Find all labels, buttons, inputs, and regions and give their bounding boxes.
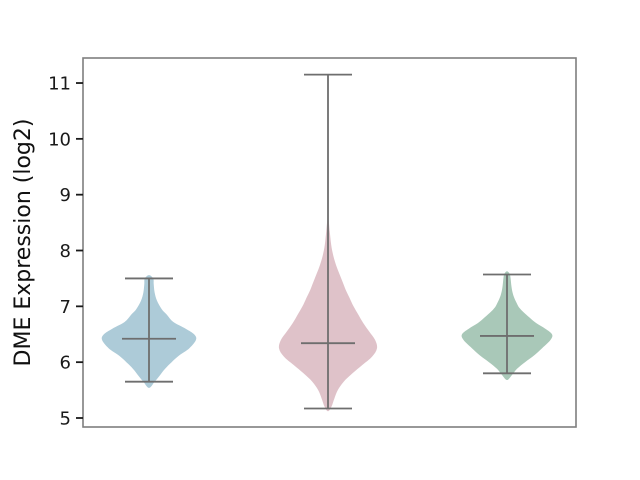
whiskers-and-medians-layer xyxy=(122,73,534,410)
y-axis-ticks: 5 6 7 8 9 10 11 xyxy=(48,74,83,430)
y-tick-label: 6 xyxy=(60,353,71,374)
y-tick-label: 10 xyxy=(48,129,71,150)
violin-left-inner-lines xyxy=(122,277,176,383)
y-tick-label: 7 xyxy=(60,297,71,318)
y-axis-label: DME Expression (log2) xyxy=(11,119,36,367)
y-tick-label: 8 xyxy=(60,241,71,262)
y-tick-label: 5 xyxy=(60,409,71,430)
violin-right-inner-lines xyxy=(480,273,534,375)
violin-center-inner-lines xyxy=(301,73,355,410)
y-tick-label: 9 xyxy=(60,185,71,206)
y-tick-label: 11 xyxy=(48,74,71,95)
plot-border xyxy=(82,57,577,428)
